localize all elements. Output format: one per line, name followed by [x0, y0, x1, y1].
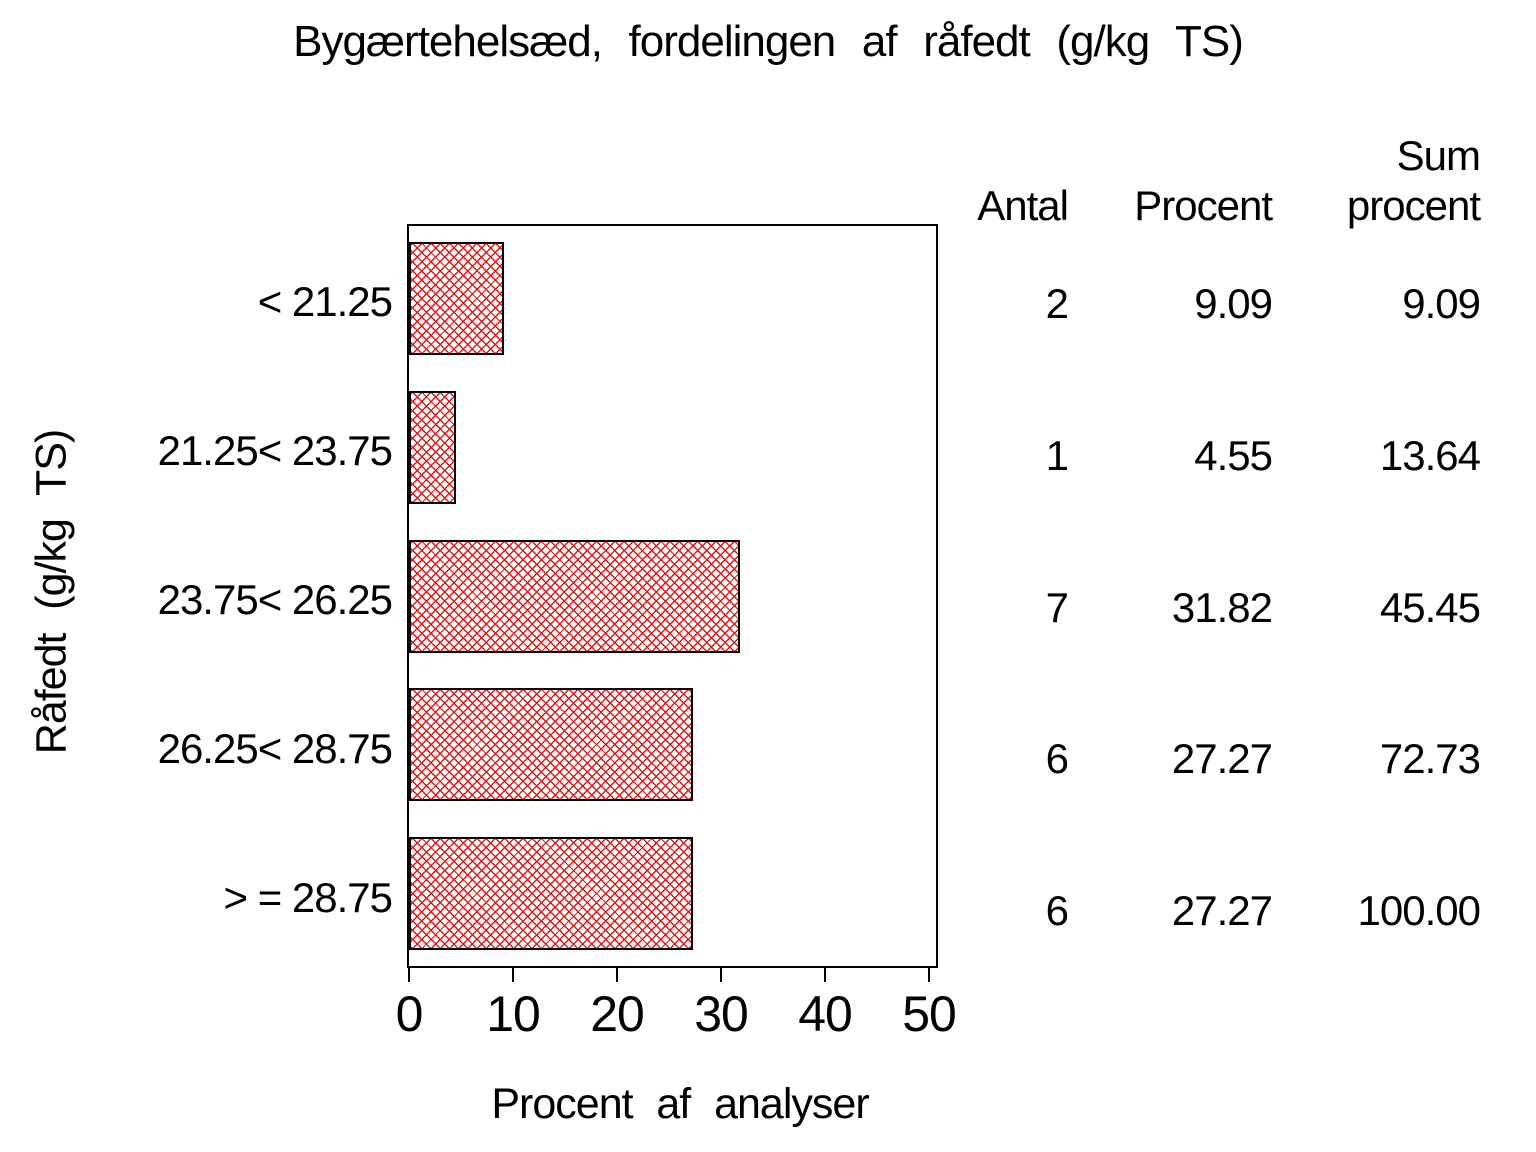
- table-header-sum-procent: Sum procent: [1346, 132, 1481, 229]
- table-header-procent: Procent: [1134, 182, 1273, 229]
- bar-4: [409, 837, 693, 951]
- category-label-1: 21.25< 23.75: [157, 427, 393, 475]
- category-label-3: 26.25< 28.75: [157, 724, 393, 772]
- table-cell-r2-c2: 45.45: [1379, 583, 1481, 631]
- x-tick-mark-50: [928, 968, 930, 982]
- table-header-antal: Antal: [977, 182, 1069, 229]
- table-cell-r1-c0: 1: [1045, 431, 1069, 479]
- table-cell-r1-c2: 13.64: [1379, 431, 1481, 479]
- table-cell-r3-c1: 27.27: [1171, 735, 1273, 783]
- x-tick-label-20: 20: [590, 986, 645, 1042]
- x-tick-label-0: 0: [395, 986, 424, 1042]
- table-cell-r3-c2: 72.73: [1379, 735, 1481, 783]
- chart-title: Bygærtehelsæd, fordelingen af råfedt (g/…: [293, 17, 1244, 66]
- bar-2: [409, 539, 740, 653]
- x-tick-mark-40: [824, 968, 826, 982]
- x-tick-mark-0: [408, 968, 410, 982]
- x-axis-title: Procent af analyser: [491, 1080, 869, 1128]
- bar-0: [409, 241, 504, 355]
- table-cell-r0-c2: 9.09: [1402, 280, 1481, 327]
- table-cell-r0-c1: 9.09: [1194, 280, 1273, 327]
- table-cell-r2-c1: 31.82: [1171, 583, 1273, 631]
- table-cell-r4-c1: 27.27: [1171, 887, 1273, 934]
- bar-3: [409, 688, 693, 802]
- table-cell-r2-c0: 7: [1045, 583, 1069, 631]
- x-tick-mark-30: [720, 968, 722, 982]
- table-cell-r0-c0: 2: [1045, 280, 1069, 327]
- plot-area: [407, 224, 938, 968]
- table-cell-r4-c0: 6: [1045, 887, 1069, 934]
- x-tick-label-40: 40: [798, 986, 853, 1042]
- x-tick-mark-10: [512, 968, 514, 982]
- table-cell-r4-c2: 100.00: [1357, 887, 1481, 934]
- x-tick-label-50: 50: [902, 986, 957, 1042]
- category-label-4: > = 28.75: [223, 873, 394, 921]
- x-tick-mark-20: [616, 968, 618, 982]
- x-tick-label-30: 30: [694, 986, 749, 1042]
- bar-1: [409, 390, 457, 504]
- category-label-2: 23.75< 26.25: [157, 576, 393, 623]
- x-tick-label-10: 10: [486, 986, 541, 1042]
- table-cell-r1-c1: 4.55: [1194, 431, 1273, 479]
- category-label-0: < 21.25: [257, 278, 393, 326]
- table-cell-r3-c0: 6: [1045, 735, 1069, 783]
